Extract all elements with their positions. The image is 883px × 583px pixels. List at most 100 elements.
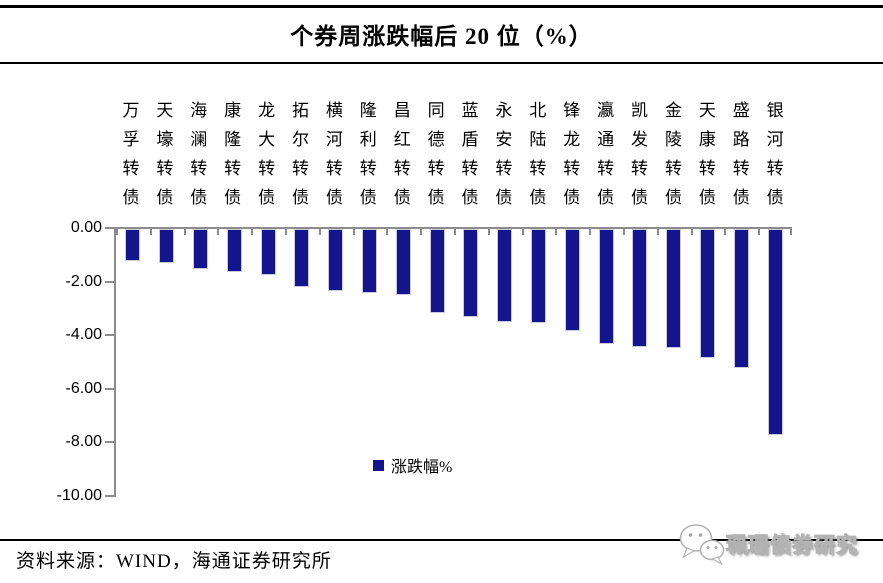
legend-label: 涨跌幅% [391,459,453,476]
category-label-column: 银河转债 [758,96,792,212]
category-label-column: 康隆转债 [216,96,250,212]
x-axis-tick [758,229,761,235]
title-divider [0,62,883,64]
category-label: 天壕转债 [156,101,174,207]
category-label-column: 同德转债 [419,96,453,212]
bar-隆利转债 [362,229,377,294]
legend: 涨跌幅% [373,453,452,477]
category-label: 同德转债 [427,101,445,207]
x-axis-tick [420,229,423,235]
category-label-column: 龙大转债 [250,96,284,212]
x-axis-tick [623,229,625,235]
category-label-column: 昌红转债 [385,96,419,212]
category-label-column: 天康转债 [690,96,724,212]
category-label-column: 海澜转债 [182,96,216,212]
category-label: 永安转债 [495,101,513,207]
x-axis-tick [386,229,389,235]
category-label: 昌红转债 [393,101,411,207]
category-label-column: 凯发转债 [623,96,657,212]
category-label-column: 横河转债 [317,96,351,212]
category-label-column: 隆利转债 [351,96,385,212]
bar-天康转债 [700,229,715,358]
bar-锋龙转债 [564,229,580,331]
category-label: 拓尔转债 [291,101,309,207]
legend-swatch [373,459,384,471]
y-axis-label: 0.00 [70,219,102,236]
category-label: 隆利转债 [359,101,377,207]
x-axis-tick [352,229,355,235]
x-axis-tick [521,229,524,235]
category-label: 瀛通转债 [597,101,615,207]
category-label-column: 天壕转债 [148,96,182,212]
category-label-column: 永安转债 [487,96,521,212]
category-label-column: 拓尔转债 [284,96,318,212]
plot-area: 涨跌幅% [114,227,792,497]
x-axis-tick [251,229,254,235]
watermark-text: 珮珊债券研究 [726,533,858,558]
bar-昌红转债 [395,229,411,295]
watermark: 珮珊债券研究 [676,514,883,574]
category-label: 横河转债 [325,101,343,207]
chart-title: 个券周涨跌幅后 20 位（%） [290,24,593,49]
category-label-column: 万孚转债 [114,96,148,212]
category-label: 盛路转债 [732,101,750,207]
y-axis-label: -10.00 [56,487,102,504]
category-label: 银河转债 [766,101,784,207]
bar-同德转债 [429,229,445,314]
category-label-column: 盛路转债 [724,96,758,212]
y-axis-tick [105,280,114,283]
bar-盛路转债 [733,229,749,369]
wechat-icon [679,524,725,566]
bar-横河转债 [328,229,344,291]
x-axis-tick [183,229,186,235]
category-label: 康隆转债 [224,101,242,207]
top-divider [0,5,883,8]
bar-万孚转债 [125,229,141,262]
category-label-column: 金陵转债 [657,96,691,212]
category-label-column: 锋龙转债 [555,96,589,212]
bar-拓尔转债 [294,229,310,287]
bar-蓝盾转债 [463,229,479,318]
category-label: 金陵转债 [664,101,682,207]
y-axis-tick [105,387,114,390]
x-axis-tick [318,229,321,235]
x-axis-tick [724,229,727,235]
x-axis-tick [589,229,592,235]
category-label-column: 蓝盾转债 [453,96,487,212]
x-axis-tick [116,229,118,235]
x-axis-tick [454,229,456,235]
y-axis-label: -2.00 [65,272,102,290]
footer-divider [0,539,883,541]
category-label: 凯发转债 [631,101,649,207]
category-label: 天康转债 [698,101,716,207]
category-label: 锋龙转债 [563,101,581,207]
bar-永安转债 [497,229,513,322]
x-axis-tick [217,229,220,235]
y-axis-tick [105,495,114,497]
x-axis-tick [487,229,490,235]
y-axis-label: -4.00 [65,326,102,344]
y-axis-label: -6.00 [65,379,102,397]
category-label: 海澜转债 [190,101,208,207]
category-label: 蓝盾转债 [461,101,479,207]
y-axis-label: -8.00 [65,433,102,451]
x-axis-tick [790,229,792,235]
y-axis-tick [105,441,114,444]
category-labels: 万孚转债 天壕转债 海澜转债 康隆转债 龙大转债 拓尔转债 横河转债 隆利转债 昌红转债 同德转债… [114,96,792,224]
bar-金陵转债 [666,229,682,349]
x-axis-tick [656,229,659,235]
bar-龙大转债 [260,229,276,275]
x-axis-tick [555,229,558,235]
bar-瀛通转债 [598,229,614,345]
x-axis-tick [690,229,693,235]
x-axis-tick [285,229,287,235]
bar-凯发转债 [632,229,648,347]
category-label-column: 瀛通转债 [589,96,623,212]
bar-天壕转债 [159,229,175,263]
bar-康隆转债 [226,229,242,272]
x-axis-tick [149,229,152,235]
category-label: 龙大转债 [258,101,276,207]
bar-海澜转债 [193,229,208,270]
category-label: 北陆转债 [529,101,547,207]
